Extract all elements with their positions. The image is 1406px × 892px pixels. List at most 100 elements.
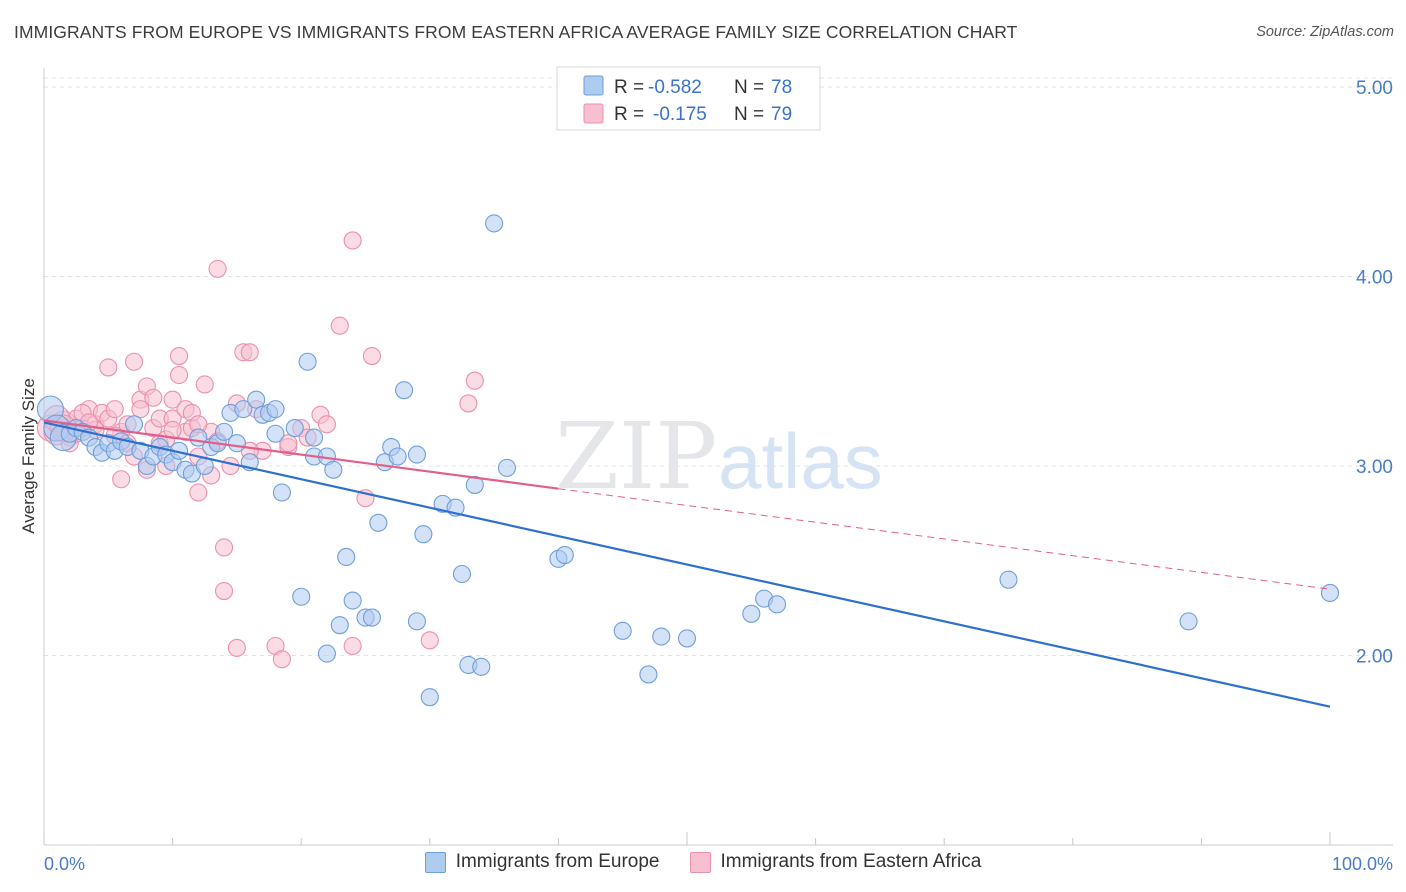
data-point-europe [1320, 583, 1340, 602]
data-point-europe [742, 604, 761, 623]
data-point-africa [144, 388, 163, 407]
data-point-europe [395, 381, 414, 400]
series-europe-points [36, 214, 1340, 707]
data-point-africa [189, 483, 208, 502]
data-point-africa [343, 231, 362, 250]
data-point-europe [317, 644, 336, 663]
x-tick-label-max: 100.0% [1332, 854, 1393, 874]
legend-swatch-africa-bottom [689, 851, 711, 873]
data-point-africa [362, 347, 381, 366]
legend-item-europe: Immigrants from Europe [424, 851, 660, 873]
data-point-europe [452, 564, 472, 584]
legend-n-label-europe: N = [734, 77, 764, 98]
data-point-africa [163, 390, 182, 409]
legend-r-value-africa: -0.175 [653, 104, 707, 125]
axes [43, 68, 1393, 846]
legend-swatch-africa [583, 103, 604, 124]
data-point-europe [234, 400, 253, 419]
legend-label-africa: Immigrants from Eastern Africa [720, 851, 982, 872]
y-tick-label: 5.00 [1356, 78, 1393, 99]
data-point-africa [214, 582, 234, 601]
watermark-zip: ZIP [555, 403, 717, 510]
data-point-africa [272, 650, 291, 669]
data-point-europe [639, 665, 658, 684]
data-point-europe [999, 570, 1018, 589]
data-point-europe [362, 608, 381, 627]
data-point-africa [343, 636, 362, 656]
data-point-africa [99, 358, 118, 377]
data-point-europe [613, 621, 632, 640]
data-point-europe [247, 390, 266, 409]
y-axis-title: Average Family Size [19, 378, 38, 534]
data-point-africa [195, 375, 214, 394]
data-point-europe [388, 447, 407, 466]
data-point-europe [343, 591, 362, 610]
y-tick-label: 2.00 [1356, 646, 1393, 667]
legend-r-label-africa: R = [614, 104, 644, 125]
legend-label-europe: Immigrants from Europe [455, 851, 660, 872]
data-point-africa [214, 538, 234, 557]
data-point-africa [240, 343, 259, 362]
data-point-europe [485, 214, 504, 233]
trend-lines [43, 419, 1331, 708]
y-tick-label: 3.00 [1356, 457, 1393, 478]
data-point-africa [112, 470, 131, 489]
gridlines [44, 77, 1393, 656]
data-point-africa [420, 631, 439, 650]
data-point-europe [292, 587, 311, 606]
data-point-europe [305, 428, 324, 447]
data-point-europe [407, 612, 426, 631]
trend-line-europe [43, 421, 1331, 708]
data-point-europe [1179, 612, 1198, 631]
data-point-europe [420, 688, 439, 707]
data-point-africa [169, 347, 189, 366]
data-point-europe [465, 475, 484, 494]
data-point-africa [459, 394, 478, 413]
correlation-legend: R = -0.582 N = 78 R = -0.175 N = 79 [556, 66, 821, 131]
y-tick-label: 4.00 [1356, 267, 1393, 288]
data-point-africa [124, 352, 144, 371]
data-point-europe [652, 627, 671, 646]
data-point-africa [131, 400, 150, 419]
data-point-europe [266, 424, 285, 443]
data-point-africa [227, 638, 246, 657]
data-point-europe [472, 657, 491, 676]
watermark-atlas: atlas [718, 417, 883, 505]
data-point-europe [330, 616, 349, 635]
data-point-europe [272, 483, 291, 502]
y-tick-labels: 2.00 3.00 4.00 5.00 [1356, 78, 1393, 668]
data-point-europe [285, 419, 304, 438]
data-point-africa [208, 259, 227, 278]
source-note: Source: ZipAtlas.com [1256, 24, 1394, 40]
data-point-africa [279, 434, 298, 453]
data-point-europe [677, 629, 697, 648]
data-point-europe [337, 547, 356, 566]
data-point-europe [369, 513, 388, 532]
watermark: ZIP atlas [555, 403, 883, 510]
data-point-europe [497, 458, 517, 477]
legend-item-africa: Immigrants from Eastern Africa [689, 851, 982, 873]
legend-r-value-europe: -0.582 [648, 77, 702, 98]
data-point-europe [266, 400, 285, 419]
data-point-africa [465, 371, 484, 390]
data-point-europe [555, 545, 574, 565]
data-point-europe [767, 595, 787, 614]
data-point-africa [330, 316, 349, 335]
legend-r-label-europe: R = [614, 77, 644, 98]
data-point-europe [298, 352, 317, 371]
data-point-europe [407, 445, 426, 464]
chart-title: IMMIGRANTS FROM EUROPE VS IMMIGRANTS FRO… [14, 22, 1018, 42]
legend-swatch-europe [583, 75, 604, 96]
legend-n-value-africa: 79 [771, 104, 792, 125]
data-point-africa [169, 365, 189, 385]
data-point-europe [324, 460, 343, 479]
data-point-europe [227, 434, 246, 453]
x-tick-label-min: 0.0% [44, 854, 85, 874]
data-point-europe [414, 525, 433, 544]
legend-swatch-europe-bottom [424, 851, 446, 873]
data-point-europe [214, 422, 234, 441]
data-point-africa [317, 415, 336, 434]
trend-line-africa [43, 419, 559, 490]
legend-n-label-africa: N = [734, 104, 764, 125]
